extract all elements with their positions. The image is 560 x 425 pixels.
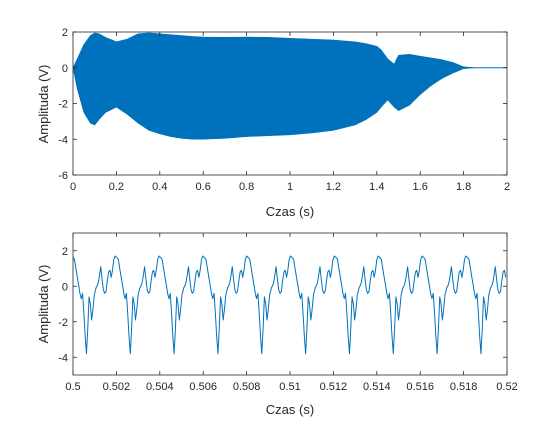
bottom-x-tick-label: 0.502: [103, 381, 131, 393]
top-x-tick-label: 1.6: [413, 181, 428, 193]
top-x-tick-label: 0.2: [109, 181, 124, 193]
bottom-x-tick-label: 0.51: [279, 381, 300, 393]
bottom-series-group: [73, 255, 507, 355]
bottom-y-tick-label: -4: [58, 352, 68, 364]
bottom-x-axis-label: Czas (s): [266, 402, 314, 417]
top-x-axis-label: Czas (s): [266, 204, 314, 219]
bottom-y-axis-label: Amplituda (V): [36, 265, 51, 344]
top-x-tick-label: 1.4: [369, 181, 384, 193]
bottom-x-tick-label: 0.508: [233, 381, 261, 393]
top-x-tick-label: 0: [70, 181, 76, 193]
top-axes: 0 0.2 0.4 0.6 0.8 1 1.2 1.4 1.6 1.8 2 -6 -4 -2 0 2 Cza…: [36, 27, 510, 219]
bottom-x-tick-label: 0.504: [146, 381, 174, 393]
top-signal-oscillation: [73, 32, 470, 140]
bottom-x-ticks: 0.5 0.502 0.504 0.506 0.508 0.51 0.512 0.514 0.5…: [65, 233, 518, 393]
bottom-x-tick-label: 0.518: [450, 381, 478, 393]
top-y-tick-label: -2: [58, 99, 68, 111]
bottom-axes: 0.5 0.502 0.504 0.506 0.508 0.51 0.512 0.514 0.5…: [36, 232, 518, 417]
bottom-x-tick-label: 0.52: [496, 381, 517, 393]
bottom-x-tick-label: 0.516: [406, 381, 434, 393]
top-x-tick-label: 1.8: [456, 181, 471, 193]
bottom-signal-line: [73, 255, 507, 355]
bottom-y-ticks: -4 -2 0 2: [58, 246, 507, 364]
top-x-tick-label: 0.6: [196, 181, 211, 193]
bottom-y-tick-label: 0: [62, 281, 68, 293]
top-y-tick-label: 2: [62, 27, 68, 39]
top-x-tick-label: 1.2: [326, 181, 341, 193]
top-x-tick-label: 1: [287, 181, 293, 193]
bottom-x-tick-label: 0.506: [189, 381, 217, 393]
top-y-tick-label: -4: [58, 134, 68, 146]
top-x-tick-label: 2: [504, 181, 510, 193]
bottom-y-tick-label: -2: [58, 317, 68, 329]
top-y-tick-label: 0: [62, 63, 68, 75]
top-x-tick-label: 0.4: [152, 181, 167, 193]
bottom-plot-area: [73, 233, 507, 375]
bottom-y-tick-label: 2: [62, 246, 68, 258]
bottom-x-tick-label: 0.514: [363, 381, 391, 393]
top-y-ticks: -6 -4 -2 0 2: [58, 27, 507, 182]
top-series-group: [73, 32, 507, 140]
bottom-x-tick-label: 0.5: [65, 381, 80, 393]
top-y-tick-label: -6: [58, 170, 68, 182]
bottom-x-tick-label: 0.512: [320, 381, 348, 393]
top-x-ticks: 0 0.2 0.4 0.6 0.8 1 1.2 1.4 1.6 1.8 2: [70, 32, 510, 193]
top-x-tick-label: 0.8: [239, 181, 254, 193]
top-y-axis-label: Amplituda (V): [36, 65, 51, 144]
